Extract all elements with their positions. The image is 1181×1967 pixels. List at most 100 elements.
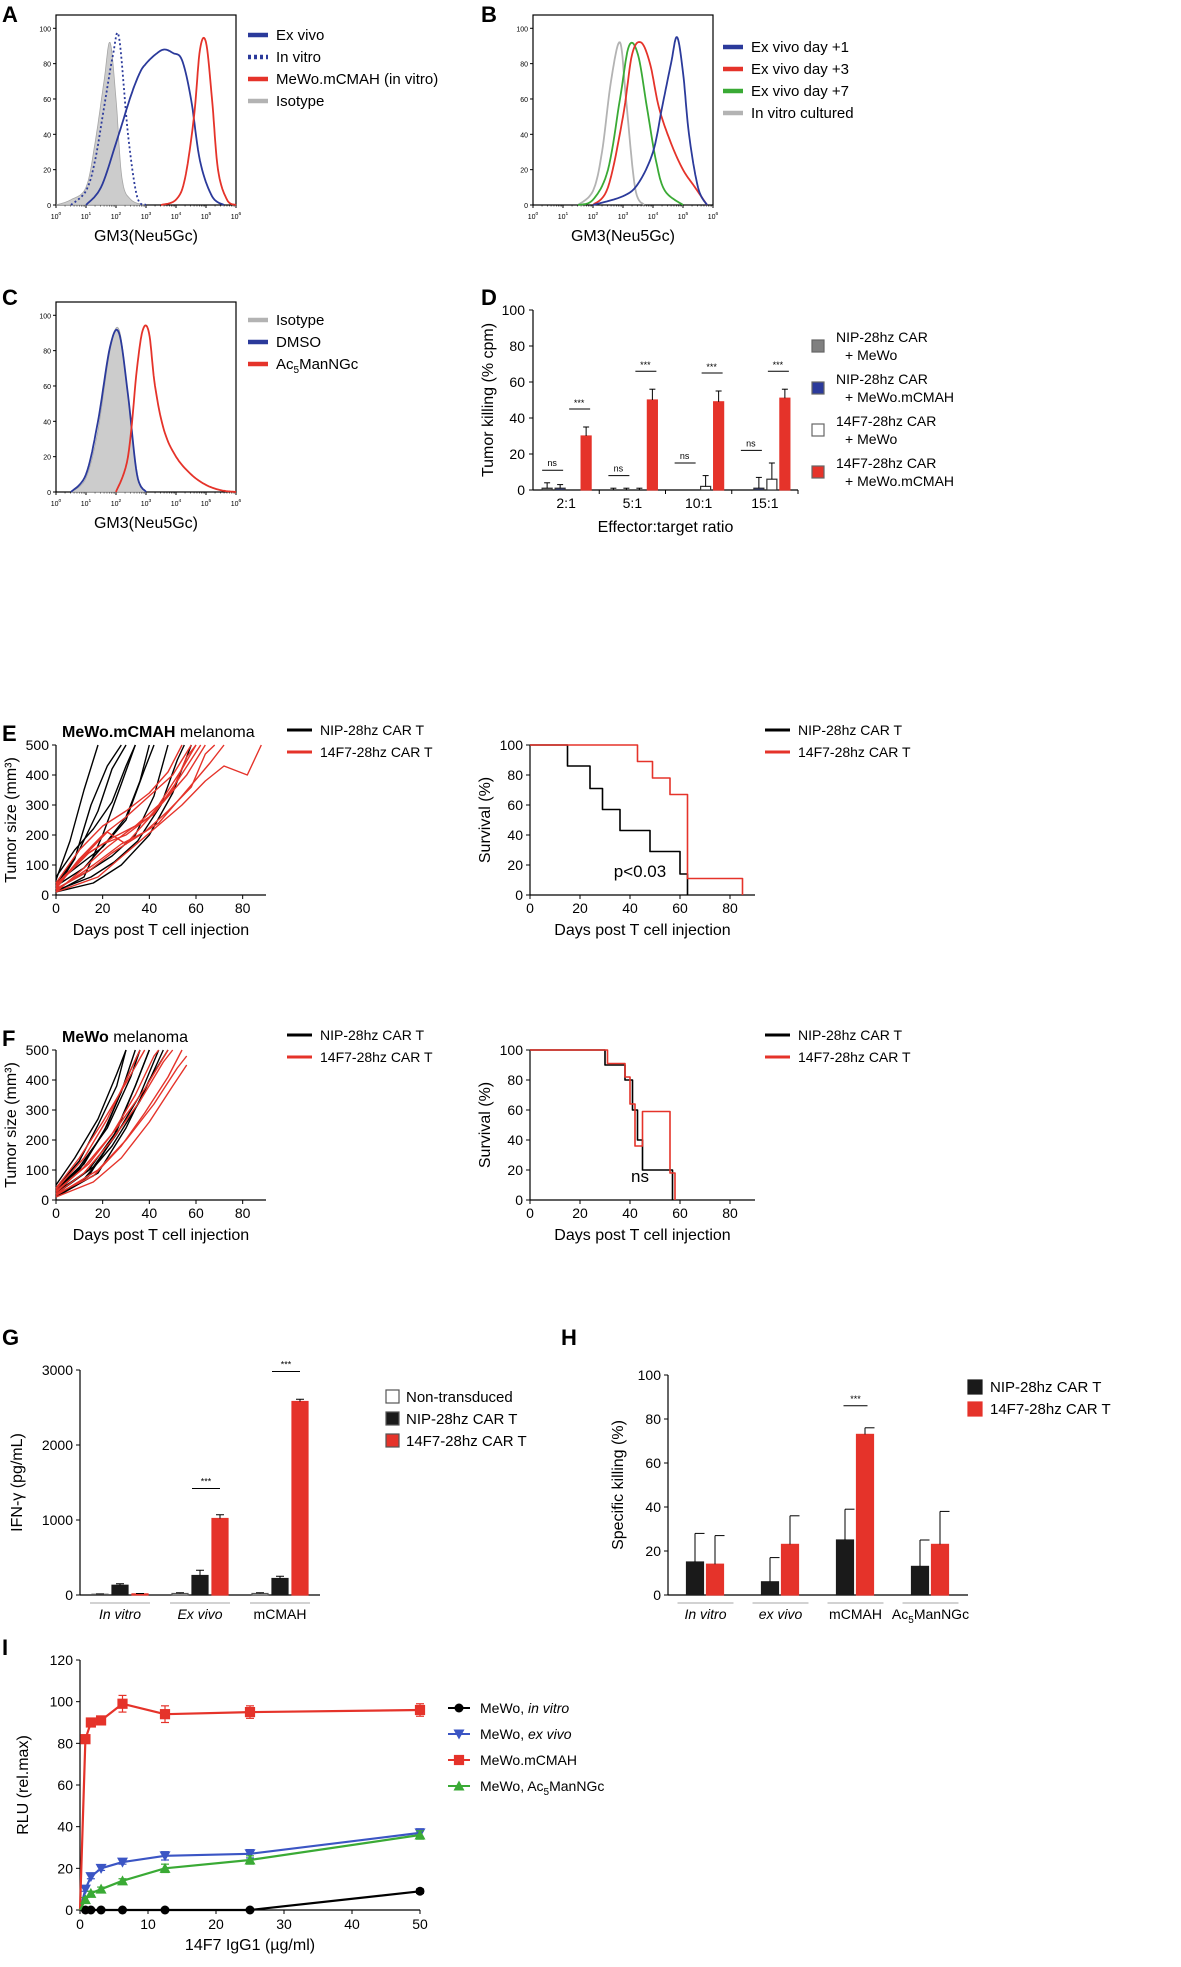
growth-curve [55,1049,141,1190]
tick-exp: 3 [149,498,152,504]
series-line-ac5manngc [115,324,237,493]
survival-curve [530,744,689,895]
x-tick-label: 20 [95,900,111,916]
y-tick-label: 0 [47,490,51,497]
y-tick-label: 100 [516,26,528,33]
x-tick-label: Ex vivo [177,1606,222,1622]
legend-label: 14F7-28hz CAR T [798,1049,911,1065]
y-tick-label: 40 [507,827,523,843]
legend-label: + MeWo.mCMAH [845,473,954,489]
data-point [453,1729,465,1740]
x-tick-label: 40 [142,900,158,916]
legend-swatch [385,1433,400,1448]
sig-label: *** [281,1360,292,1370]
legend-swatch [385,1411,400,1426]
y-tick-label: 60 [43,97,51,104]
y-tick-label: 500 [26,1042,50,1058]
legend-label: Ex vivo [276,27,324,44]
legend-label: In vitro cultured [751,105,854,122]
data-point [159,1709,171,1720]
legend-growth-F: NIP-28hz CAR T 14F7-28hz CAR T [287,1027,433,1065]
y-tick-label: 60 [57,1777,73,1793]
legend-text: MeWo, Ac [480,1778,544,1794]
panel-letter: H [561,1325,577,1350]
legend-label: + MeWo [845,431,897,447]
x-tick-label: Ac5ManNGc [892,1606,969,1626]
data-point [244,1854,256,1865]
p-value: ns [631,1167,649,1186]
panel-letter-F: F [2,1026,15,1051]
growth-curve [55,744,99,881]
legend-A: Ex vivo In vitro MeWo.mCMAH (in vitro) Isot… [248,27,438,110]
legend-text: In vitro [276,49,321,66]
sig-label: *** [201,1477,212,1487]
tick-exp: 2 [119,498,122,504]
x-axis-label: Days post T cell injection [73,1227,249,1244]
data-point [244,1706,256,1718]
legend-label: NIP-28hz CAR [836,329,928,345]
legend-italic: in vitro [528,1700,569,1716]
legend-text: In vitro cultured [751,105,854,122]
x-tick-label: 80 [722,900,738,916]
tick-exp: 4 [656,211,659,217]
x-axis-label: Days post T cell injection [554,922,730,939]
tick-exp: 2 [596,211,599,217]
x-tick-label: 50 [412,1916,428,1932]
y-tick-label: 40 [507,1132,523,1148]
tick-label: 101 [81,498,92,508]
y-tick-label: 80 [507,1072,523,1088]
bar [554,487,566,491]
x-tick-label: 80 [235,1205,251,1221]
legend-label: NIP-28hz CAR T [406,1411,517,1428]
growth-curve [55,744,150,887]
legend-swatch [811,381,825,395]
legend-text: Ex vivo day +7 [751,83,849,100]
y-axis-label: Tumor size (mm³) [3,757,20,883]
legend-text: MeWo, [480,1726,528,1742]
legend-label: 14F7-28hz CAR T [320,744,433,760]
y-tick-label: 40 [43,132,51,139]
y-tick-label: 20 [645,1543,661,1559]
bar [780,1543,800,1596]
bar [753,487,765,491]
legend-label: MeWo.mCMAH [480,1752,577,1768]
y-tick-label: 400 [26,1072,50,1088]
y-tick-label: 1000 [42,1512,73,1528]
y-axis-label: IFN-γ (pg/mL) [9,1433,26,1532]
tick-label: 101 [558,211,569,221]
data-point [160,1905,170,1915]
y-tick-label: 100 [500,737,524,753]
x-tick-label: 0 [52,900,60,916]
x-axis-label: GM3(Neu5Gc) [94,515,198,532]
y-tick-label: 100 [638,1367,662,1383]
legend-text: MeWo, [480,1700,528,1716]
series-line-dmso [70,328,147,493]
bar [191,1574,209,1596]
y-tick-label: 0 [515,887,523,903]
panel-title: MeWo.mCMAH melanoma [62,724,255,741]
bar [700,485,712,491]
x-tick-label: 2:1 [556,495,576,511]
x-tick-label: 0 [526,1205,534,1221]
y-tick-label: 300 [26,1102,50,1118]
bar [646,399,658,491]
tick-label: 102 [111,498,122,508]
x-tick-tail: ManNGc [914,1606,969,1622]
panel-letter-C: C [2,285,18,310]
y-axis-label: Tumor size (mm³) [3,1062,20,1188]
legend-label: Ex vivo day +7 [751,83,849,100]
legend-label: 14F7-28hz CAR T [798,744,911,760]
x-tick-label: 60 [672,900,688,916]
x-tick-label: mCMAH [829,1606,882,1622]
survival-curve [530,1049,674,1200]
x-tick-label: 0 [526,900,534,916]
tick-exp: 0 [59,498,62,504]
y-tick-label: 200 [26,827,50,843]
growth-curve [55,744,192,893]
legend-label: 14F7-28hz CAR [836,413,936,429]
x-tick-label: 15:1 [751,495,778,511]
growth-curve [55,1055,188,1197]
legend-label: + MeWo.mCMAH [845,389,954,405]
y-tick-label: 0 [653,1587,661,1603]
